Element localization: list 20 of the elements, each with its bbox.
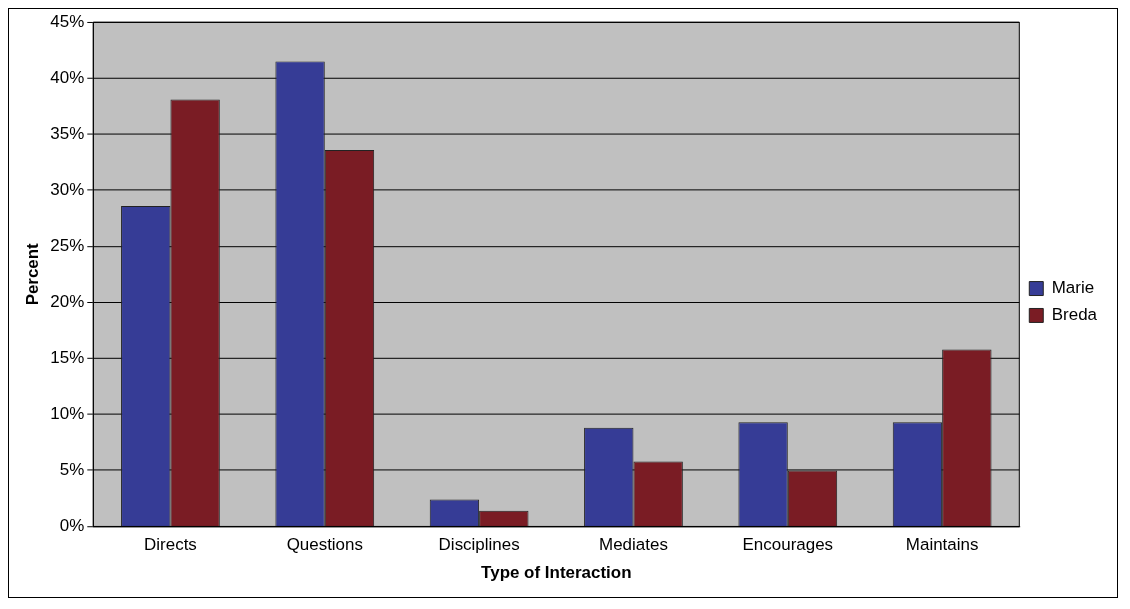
- y-axis-title: Percent: [22, 242, 42, 306]
- x-axis-title: Type of Interaction: [481, 562, 632, 582]
- legend-label: Breda: [1051, 305, 1098, 325]
- x-tick-label: Maintains: [905, 535, 979, 555]
- y-tick-label: 30%: [50, 179, 85, 199]
- y-tick-label: 5%: [59, 460, 85, 480]
- x-tick-label: Mediates: [599, 535, 668, 555]
- y-tick-label: 35%: [50, 123, 85, 143]
- y-tick-label: 15%: [50, 348, 85, 368]
- y-tick-label: 25%: [50, 235, 85, 255]
- y-tick-label: 20%: [50, 292, 85, 311]
- legend-label: Marie: [1051, 278, 1095, 298]
- x-tick-label: Encourages: [742, 535, 834, 555]
- x-tick-label: Directs: [144, 535, 197, 555]
- y-tick-label: 10%: [50, 404, 85, 424]
- x-tick-label: Questions: [286, 535, 363, 555]
- y-tick-label: 40%: [50, 67, 85, 87]
- y-tick-label: 0%: [59, 516, 85, 536]
- x-tick-label: Disciplines: [438, 535, 520, 555]
- y-tick-label: 45%: [50, 11, 85, 31]
